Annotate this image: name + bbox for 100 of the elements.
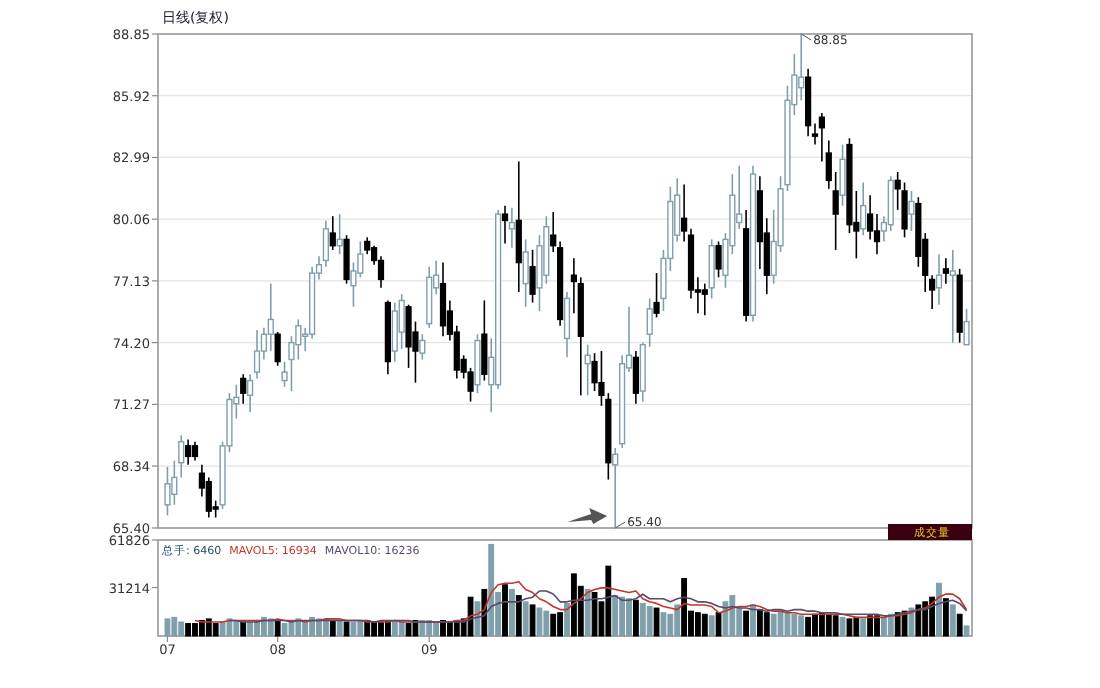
bar [522,601,529,637]
bar [853,616,860,637]
bar [949,604,956,637]
bar [681,578,688,637]
bar [791,613,798,637]
bar [467,596,474,637]
bar [226,618,233,637]
candlestick [329,215,336,251]
candlestick [191,440,199,462]
bar [508,588,515,637]
bar [446,621,453,637]
bar [247,621,254,637]
bar [929,596,936,637]
candlestick [935,253,943,306]
candlestick [426,265,433,329]
bar [639,602,646,637]
bar [860,618,867,637]
candlestick [391,301,398,363]
bar [812,613,818,637]
bar [825,613,832,637]
candlestick [508,207,515,249]
bar [612,595,619,637]
bar [515,595,522,637]
candlestick [529,249,536,304]
bar [887,613,894,637]
bar [956,613,963,637]
bar [178,621,185,637]
bar [653,607,660,637]
bar [784,612,791,637]
bar [557,612,564,637]
bar [543,610,550,637]
bar [357,619,364,637]
bar [212,623,219,637]
bar [192,623,198,637]
bar [715,612,722,637]
candlestick [419,333,426,361]
bar [874,615,880,637]
bar [433,621,440,637]
bar [770,613,777,637]
bar [963,625,970,637]
bar [281,623,288,637]
candlestick [653,272,660,319]
candlestick [439,261,447,338]
bar [550,613,557,637]
candlestick [908,190,915,232]
bar [674,604,681,637]
bar [915,604,922,637]
bar [343,621,350,637]
bar [818,612,825,637]
candlestick [164,466,171,517]
candlestick [267,282,274,352]
bar [626,598,632,637]
bar [219,621,226,637]
bar [942,598,949,637]
bar [336,619,343,637]
bar [763,612,770,637]
candlestick [185,438,192,466]
bar [391,619,398,637]
candlestick [839,143,846,207]
bar [274,619,281,637]
candlestick [949,249,956,344]
candlestick [474,333,481,394]
candlestick [584,343,591,397]
bar [309,616,316,637]
bar [171,616,178,637]
bar [329,619,336,637]
bar [632,599,639,637]
bar [701,613,708,637]
candlestick [336,213,343,255]
bar [371,621,378,637]
bar [722,601,729,637]
candlestick [253,329,261,380]
bar [750,604,756,637]
bar [233,619,240,637]
candlestick [247,373,254,413]
bar [798,615,805,637]
candlestick [701,282,708,317]
candlestick [481,299,488,382]
candlestick [860,181,867,236]
bar [529,604,536,637]
candlestick [632,350,639,405]
bar [660,612,667,637]
bar [832,615,839,637]
bar [605,565,612,637]
candlestick [343,234,350,285]
bar [302,621,309,637]
candlestick [274,331,281,367]
bar [694,612,701,637]
bar [646,606,653,637]
bar [867,615,874,637]
bar [488,543,495,637]
bar [570,573,577,637]
bar [502,584,508,637]
candlestick [501,204,509,245]
bar [474,601,481,637]
bar [405,623,412,637]
bar [378,621,384,637]
candlestick [942,257,949,285]
candlestick [963,308,970,346]
candlestick [798,33,805,102]
